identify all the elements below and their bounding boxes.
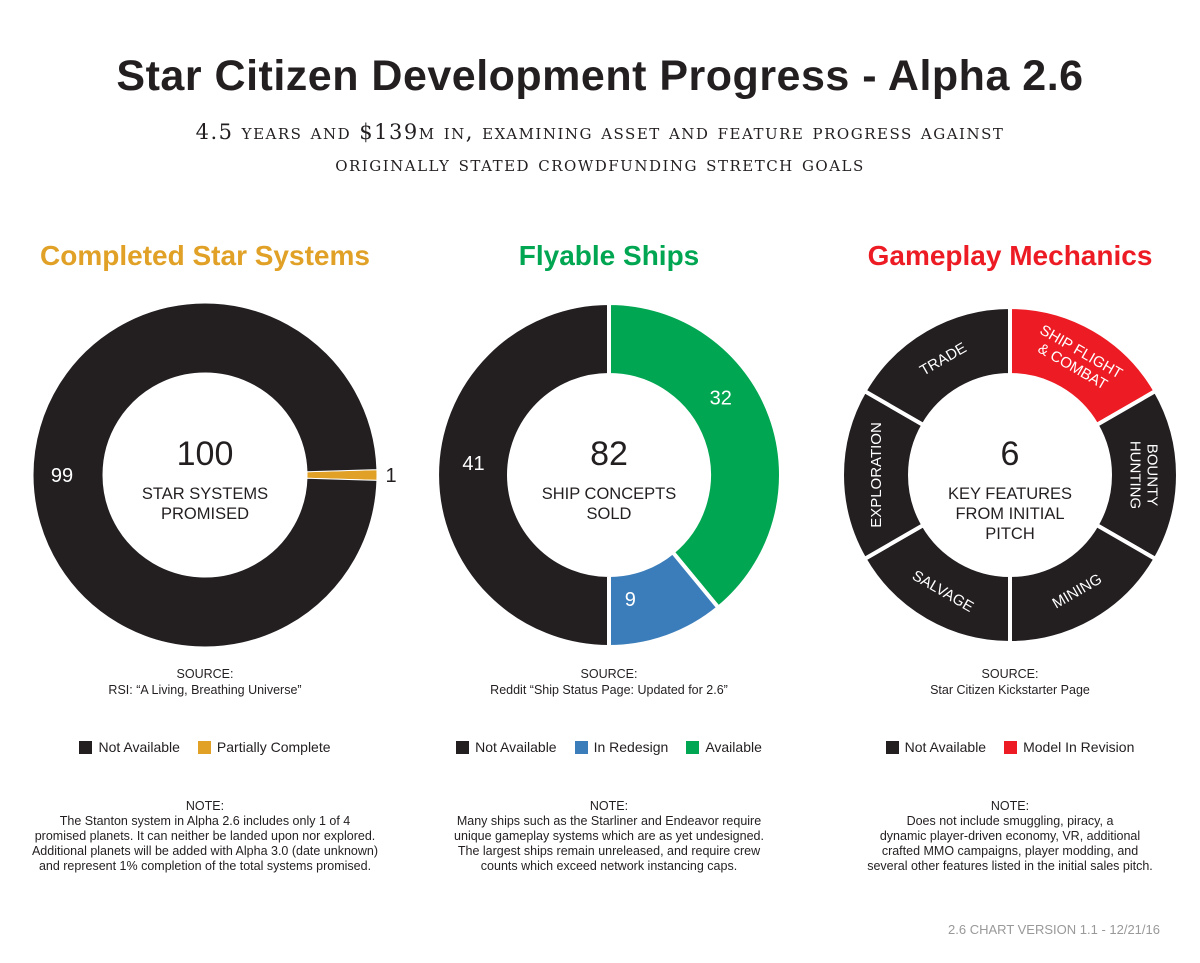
note-line: Does not include smuggling, piracy, a — [906, 814, 1114, 828]
note: NOTE: Many ships such as the Starliner an… — [409, 799, 809, 874]
donut-chart: 32 9 41 82 SHIP CONCEPTS SOLD — [435, 300, 783, 650]
legend-label: Not Available — [904, 739, 987, 755]
source-line: Star Citizen Kickstarter Page — [930, 683, 1090, 697]
legend-swatch — [885, 740, 899, 754]
slice-data-label: 99 — [51, 465, 73, 487]
legend-item: Not Available — [885, 739, 987, 755]
note-line: Additional planets will be added with Al… — [31, 844, 379, 858]
slice-data-label: 9 — [625, 589, 636, 611]
legend-item: Model In Revision — [1004, 739, 1134, 755]
source-line: Reddit “Ship Status Page: Updated for 2.… — [490, 683, 728, 697]
legend-swatch — [686, 740, 700, 754]
slice-data-label: BOUNTYHUNTING — [1127, 441, 1161, 509]
legend-swatch — [197, 740, 211, 754]
center-label: PROMISED — [161, 505, 249, 523]
note-line: crafted MMO campaigns, player modding, a… — [881, 844, 1139, 858]
note-line: promised planets. It can neither be land… — [34, 829, 376, 843]
note-line: Many ships such as the Starliner and End… — [456, 814, 762, 828]
center-number: 6 — [1001, 435, 1020, 473]
source-line: SOURCE: — [176, 667, 234, 681]
note-line: NOTE: — [185, 799, 225, 813]
center-number: 82 — [590, 435, 628, 473]
subtitle-line-2: originally stated crowdfunding stretch g… — [335, 152, 865, 176]
legend: Not Available Model In Revision — [810, 739, 1200, 755]
legend: Not Available Partially Complete — [5, 739, 405, 755]
legend-item: Not Available — [79, 739, 180, 755]
donut-chart: SHIP FLIGHT& COMBATBOUNTYHUNTINGMININGSA… — [840, 304, 1180, 646]
legend-swatch — [574, 740, 588, 754]
slice-data-label: 1 — [385, 465, 396, 487]
page-title: Star Citizen Development Progress - Alph… — [116, 52, 1084, 100]
chart-title: Gameplay Mechanics — [867, 240, 1153, 271]
legend-item: Not Available — [456, 739, 557, 755]
legend-label: Not Available — [475, 739, 557, 755]
note: NOTE: The Stanton system in Alpha 2.6 inc… — [5, 799, 405, 874]
source-line: SOURCE: — [580, 667, 638, 681]
slice-data-label: 32 — [710, 387, 732, 409]
subtitle-line-1: 4.5 years and $139m in, examining asset … — [195, 120, 1005, 144]
source: SOURCE: Reddit “Ship Status Page: Updated… — [409, 666, 809, 698]
note-line: several other features listed in the ini… — [867, 859, 1153, 873]
slice-data-label: 41 — [462, 453, 484, 475]
slice-data-label: EXPLORATION — [868, 422, 885, 528]
note-line: The Stanton system in Alpha 2.6 includes… — [59, 814, 351, 828]
note-line: counts which exceed network instancing c… — [480, 859, 738, 873]
note-line: NOTE: — [990, 799, 1030, 813]
legend-item: In Redesign — [574, 739, 669, 755]
center-label: SHIP CONCEPTS — [542, 485, 676, 503]
center-label: STAR SYSTEMS — [142, 485, 268, 503]
legend-item: Partially Complete — [197, 739, 331, 755]
chart-panel-2: Gameplay Mechanics SOURCE: Star Citizen K… — [810, 0, 1200, 963]
note-line: NOTE: — [589, 799, 629, 813]
chart-title: Flyable Ships — [518, 240, 700, 271]
source: SOURCE: RSI: “A Living, Breathing Univers… — [5, 666, 405, 698]
slice-trade — [861, 304, 1012, 428]
source-line: SOURCE: — [981, 667, 1039, 681]
legend-swatch — [1004, 740, 1018, 754]
legend-item: Available — [686, 739, 762, 755]
note: NOTE: Does not include smuggling, piracy,… — [810, 799, 1200, 874]
center-label: KEY FEATURES — [948, 485, 1072, 503]
note-line: unique gameplay systems which are as yet… — [454, 829, 764, 843]
center-label: SOLD — [587, 505, 632, 523]
chart-title: Completed Star Systems — [40, 240, 370, 271]
note-line: The largest ships remain unreleased, and… — [457, 844, 761, 858]
source-line: RSI: “A Living, Breathing Universe” — [108, 683, 302, 697]
legend-label: In Redesign — [593, 739, 669, 755]
legend-label: Partially Complete — [216, 739, 331, 755]
slice-available — [607, 300, 783, 611]
legend: Not Available In Redesign Available — [409, 739, 809, 755]
slice-not-available — [32, 302, 378, 648]
note-line: and represent 1% completion of the total… — [38, 859, 372, 873]
note-line: dynamic player-driven economy, VR, addit… — [879, 829, 1141, 843]
source: SOURCE: Star Citizen Kickstarter Page — [810, 666, 1200, 698]
version-label: 2.6 CHART VERSION 1.1 - 12/21/16 — [948, 922, 1160, 937]
slice-not-available — [435, 300, 611, 650]
chart-panel-0: Completed Star Systems SOURCE: RSI: “A Li… — [5, 0, 405, 963]
chart-panel-1: Flyable Ships SOURCE: Reddit “Ship Status… — [409, 0, 809, 963]
legend-swatch — [79, 740, 93, 754]
center-label: PITCH — [985, 525, 1035, 543]
center-label: FROM INITIAL — [955, 505, 1064, 523]
donut-chart: 1 99 100 STAR SYSTEMS PROMISED — [32, 302, 397, 648]
legend-label: Available — [705, 739, 762, 755]
legend-swatch — [456, 740, 470, 754]
center-number: 100 — [177, 435, 234, 473]
legend-label: Model In Revision — [1023, 739, 1135, 755]
legend-label: Not Available — [98, 739, 180, 755]
